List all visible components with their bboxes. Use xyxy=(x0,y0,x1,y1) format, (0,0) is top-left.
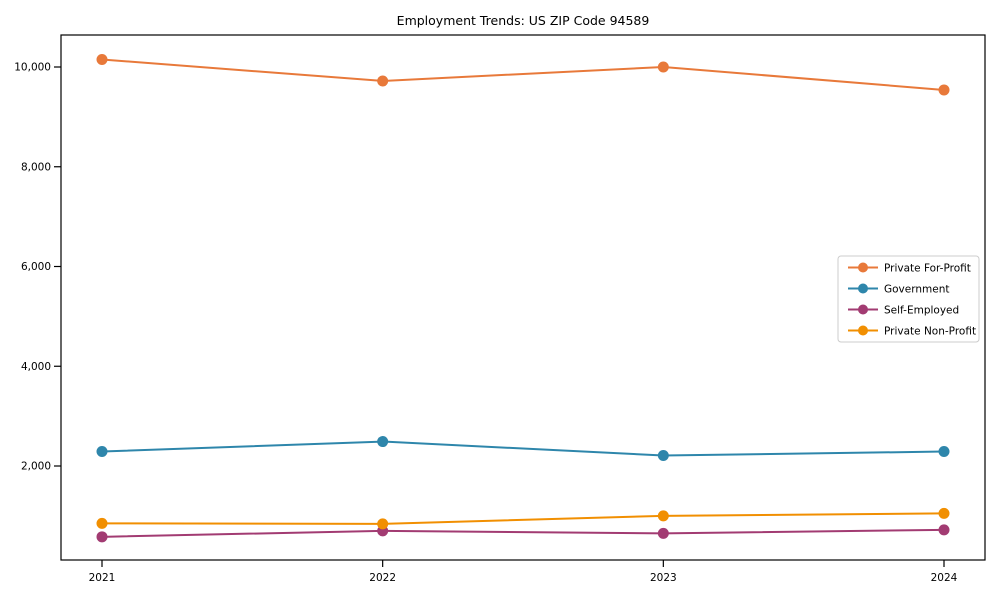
y-axis-tick-label: 2,000 xyxy=(21,461,51,473)
legend-label-government: Government xyxy=(884,283,949,295)
series-point-private-for-profit xyxy=(96,54,108,66)
series-point-self-employed xyxy=(938,524,950,536)
legend-marker-self-employed xyxy=(858,304,868,315)
y-axis-tick-label: 6,000 xyxy=(21,261,51,273)
x-axis-tick-label: 2024 xyxy=(931,572,958,584)
series-point-private-non-profit xyxy=(938,507,950,519)
series-point-government xyxy=(938,446,950,458)
series-point-self-employed xyxy=(657,527,669,539)
chart-title: Employment Trends: US ZIP Code 94589 xyxy=(396,13,650,28)
series-point-private-non-profit xyxy=(96,517,108,529)
legend-label-self-employed: Self-Employed xyxy=(884,304,959,316)
series-point-self-employed xyxy=(96,531,108,543)
series-point-private-for-profit xyxy=(657,61,669,73)
series-point-government xyxy=(657,450,669,462)
plot-border xyxy=(60,34,986,561)
series-point-private-for-profit xyxy=(377,75,389,87)
legend-marker-government xyxy=(858,283,868,294)
series-line-government xyxy=(101,440,945,457)
legend-box xyxy=(837,255,980,343)
legend-marker-private-for-profit xyxy=(858,262,868,273)
series-line-private-non-profit xyxy=(101,512,945,525)
series-point-government xyxy=(377,436,389,448)
y-axis-tick-label: 8,000 xyxy=(21,161,51,173)
series-line-self-employed xyxy=(101,528,945,538)
legend-marker-private-non-profit xyxy=(858,325,868,336)
x-axis-tick-label: 2021 xyxy=(89,572,116,584)
x-axis-tick-label: 2023 xyxy=(650,572,677,584)
series-point-private-non-profit xyxy=(377,518,389,530)
y-axis-tick-label: 10,000 xyxy=(14,62,51,74)
legend-label-private-for-profit: Private For-Profit xyxy=(884,262,971,274)
x-axis-tick-label: 2022 xyxy=(369,572,396,584)
series-line-private-for-profit xyxy=(101,58,945,91)
series-point-private-non-profit xyxy=(657,510,669,522)
legend-label-private-non-profit: Private Non-Profit xyxy=(884,325,976,337)
series-point-government xyxy=(96,446,108,458)
y-axis-tick-label: 4,000 xyxy=(21,361,51,373)
series-point-private-for-profit xyxy=(938,84,950,96)
